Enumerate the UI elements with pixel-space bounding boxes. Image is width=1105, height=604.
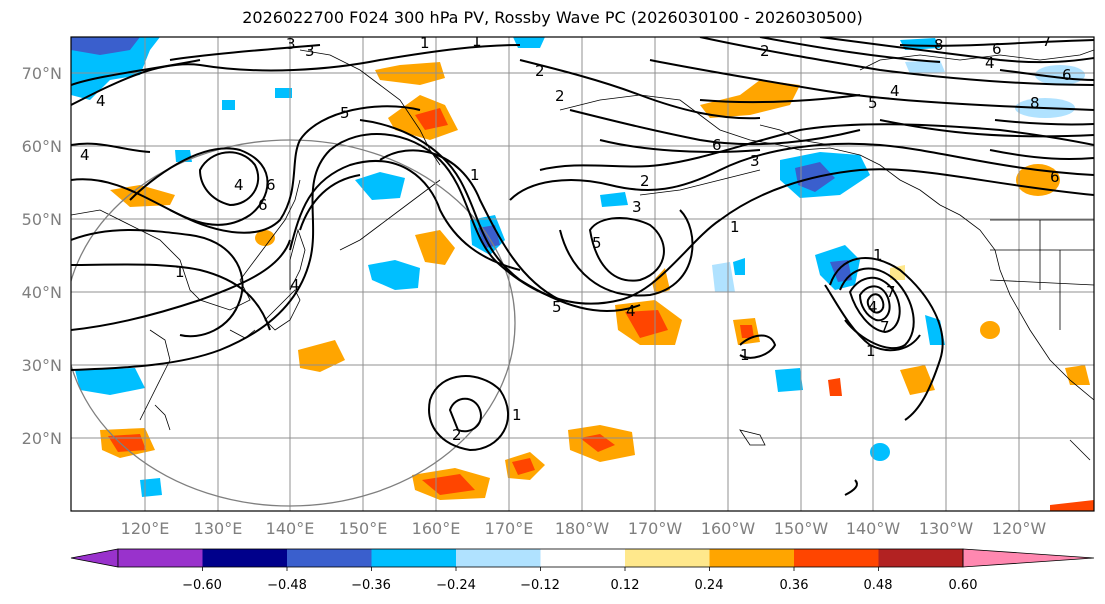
colorbar-tick-label: −0.60 xyxy=(182,578,222,593)
contour-label: 1 xyxy=(873,246,883,264)
contour-label: 4 xyxy=(868,298,878,316)
contour-label: 4 xyxy=(80,146,90,164)
lon-label: 160°E xyxy=(412,519,461,538)
colorbar-tick-label: 0.24 xyxy=(695,578,724,593)
contour-label: 5 xyxy=(552,298,562,316)
lat-label: 40°N xyxy=(22,283,62,302)
lon-label: 140°W xyxy=(846,519,901,538)
lon-label: 170°W xyxy=(628,519,683,538)
contour-label: 1 xyxy=(512,406,522,424)
contour-label: 6 xyxy=(1050,168,1060,186)
contour-label: 6 xyxy=(1062,66,1072,84)
contour-label: 8 xyxy=(1030,94,1040,112)
colorbar-segment xyxy=(794,549,879,567)
graticule xyxy=(71,37,1094,511)
colorbar-tick-label: −0.12 xyxy=(520,578,560,593)
colorbar-segment xyxy=(202,549,288,567)
contour-label: 4 xyxy=(626,302,636,320)
contour-label: 7 xyxy=(880,318,890,336)
contour-label: 1 xyxy=(470,166,480,184)
lon-label: 170°E xyxy=(485,519,534,538)
lat-label: 20°N xyxy=(22,429,62,448)
pc-shading xyxy=(71,37,1094,511)
colorbar-segment xyxy=(709,549,795,567)
colorbar-ticks: −0.60 −0.48 −0.36 −0.24 −0.12 0.12 0.24 … xyxy=(182,578,977,593)
contour-label: 6 xyxy=(266,176,276,194)
pv-contours xyxy=(71,37,1094,496)
contour-label: 3 xyxy=(632,198,642,216)
contour-label: 7 xyxy=(886,283,896,301)
lon-label: 130°W xyxy=(919,519,974,538)
lon-label: 180°W xyxy=(555,519,610,538)
lat-label: 30°N xyxy=(22,356,62,375)
colorbar-extend-high xyxy=(962,548,1095,568)
contour-label: 1 xyxy=(175,263,185,281)
contour-label: 4 xyxy=(985,54,995,72)
contour-label: 2 xyxy=(535,62,545,80)
contour-label: 1 xyxy=(472,32,482,50)
latitude-labels: 70°N 60°N 50°N 40°N 30°N 20°N xyxy=(22,64,62,448)
contour-label: 1 xyxy=(740,346,750,364)
lon-label: 150°W xyxy=(774,519,829,538)
contour-label: 3 xyxy=(750,152,760,170)
colorbar-segment xyxy=(371,549,457,567)
lat-label: 70°N xyxy=(22,64,62,83)
colorbar-tick-label: −0.36 xyxy=(351,578,391,593)
contour-label: 6 xyxy=(712,136,722,154)
contour-label: 5 xyxy=(868,94,878,112)
contour-label: 8 xyxy=(934,36,944,54)
colorbar xyxy=(70,548,1095,571)
lon-label: 130°E xyxy=(194,519,243,538)
contour-label: 5 xyxy=(592,234,602,252)
longitude-labels: 120°E 130°E 140°E 150°E 160°E 170°E 180°… xyxy=(121,519,1047,538)
coastlines xyxy=(71,49,1094,461)
lon-label: 120°W xyxy=(992,519,1047,538)
colorbar-tick-label: 0.12 xyxy=(611,578,640,593)
map-frame xyxy=(70,36,1095,512)
colorbar-segment xyxy=(878,549,964,567)
colorbar-tick-label: −0.24 xyxy=(436,578,476,593)
contour-label: 3 xyxy=(305,42,315,60)
colorbar-segment xyxy=(625,549,710,567)
contour-label: 4 xyxy=(290,276,300,294)
colorbar-segment xyxy=(118,549,203,567)
contour-label: 6 xyxy=(992,40,1002,58)
colorbar-segment xyxy=(540,549,626,567)
contour-label: 2 xyxy=(452,426,462,444)
contour-label: 1 xyxy=(866,342,876,360)
lon-label: 120°E xyxy=(121,519,170,538)
colorbar-extend-low xyxy=(70,548,119,568)
map-title: 2026022700 F024 300 hPa PV, Rossby Wave … xyxy=(242,8,863,27)
colorbar-tick-label: −0.48 xyxy=(267,578,307,593)
contour-label: 4 xyxy=(890,82,900,100)
contour-label: 4 xyxy=(96,92,106,110)
colorbar-tick-label: 0.48 xyxy=(864,578,893,593)
contour-label: 1 xyxy=(420,34,430,52)
lat-label: 60°N xyxy=(22,137,62,156)
wave-packet-circle xyxy=(71,139,516,507)
contour-label: 6 xyxy=(258,196,268,214)
contour-label: 4 xyxy=(234,176,244,194)
colorbar-tick-label: 0.60 xyxy=(949,578,978,593)
contour-label: 1 xyxy=(730,218,740,236)
lon-label: 150°E xyxy=(339,519,388,538)
colorbar-segment xyxy=(456,549,541,567)
contour-label: 7 xyxy=(1042,32,1052,50)
lat-label: 50°N xyxy=(22,210,62,229)
lon-label: 160°W xyxy=(701,519,756,538)
colorbar-segment xyxy=(287,549,372,567)
colorbar-tick-label: 0.36 xyxy=(780,578,809,593)
contour-label: 2 xyxy=(640,172,650,190)
contour-label: 5 xyxy=(340,104,350,122)
contour-label: 3 xyxy=(286,35,296,53)
contour-label: 2 xyxy=(760,42,770,60)
contour-labels: 1 1 2 3 3 4 5 2 2 6 5 4 6 8 4 4 6 4 1 6 … xyxy=(80,32,1072,444)
contour-label: 2 xyxy=(555,87,565,105)
lon-label: 140°E xyxy=(266,519,315,538)
